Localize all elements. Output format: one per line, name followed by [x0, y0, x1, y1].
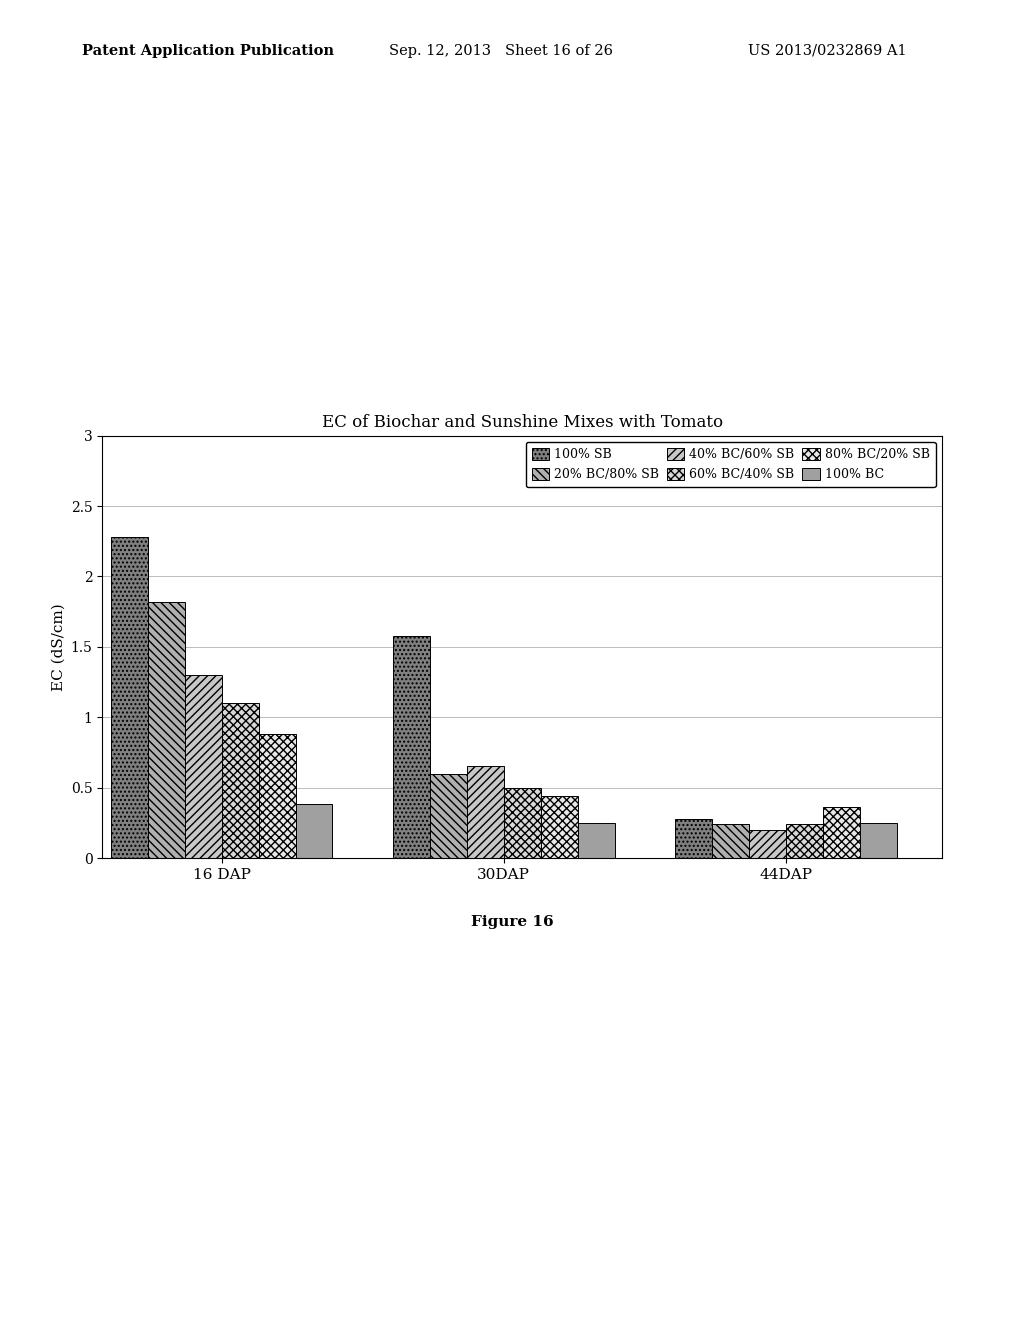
Bar	[675, 818, 712, 858]
Bar	[504, 788, 541, 858]
Legend: 100% SB, 20% BC/80% SB, 40% BC/60% SB, 60% BC/40% SB, 80% BC/20% SB, 100% BC: 100% SB, 20% BC/80% SB, 40% BC/60% SB, 6…	[525, 442, 936, 487]
Bar	[393, 635, 430, 858]
Bar	[467, 767, 504, 858]
Bar	[147, 602, 184, 858]
Bar	[184, 675, 221, 858]
Bar	[712, 824, 749, 858]
Bar	[221, 704, 259, 858]
Y-axis label: EC (dS/cm): EC (dS/cm)	[51, 603, 66, 690]
Bar	[541, 796, 578, 858]
Bar	[749, 830, 785, 858]
Bar	[785, 824, 823, 858]
Bar	[259, 734, 296, 858]
Bar	[296, 804, 333, 858]
Text: Figure 16: Figure 16	[471, 915, 553, 929]
Bar	[823, 808, 860, 858]
Bar	[430, 774, 467, 858]
Bar	[111, 537, 147, 858]
Bar	[578, 822, 614, 858]
Text: US 2013/0232869 A1: US 2013/0232869 A1	[748, 44, 906, 58]
Text: Patent Application Publication: Patent Application Publication	[82, 44, 334, 58]
Title: EC of Biochar and Sunshine Mixes with Tomato: EC of Biochar and Sunshine Mixes with To…	[322, 414, 723, 432]
Text: Sep. 12, 2013   Sheet 16 of 26: Sep. 12, 2013 Sheet 16 of 26	[389, 44, 613, 58]
Bar	[860, 822, 897, 858]
